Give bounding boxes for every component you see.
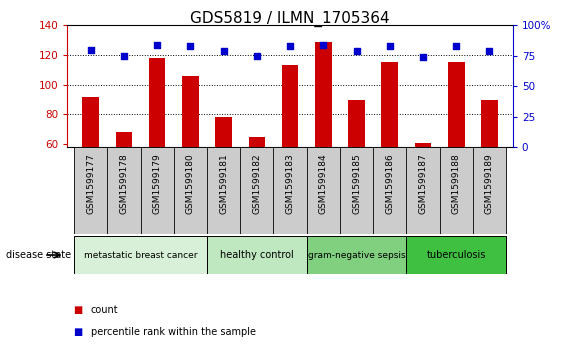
Point <box>186 43 195 49</box>
Text: count: count <box>91 305 118 315</box>
Point <box>285 43 295 49</box>
Bar <box>149 58 165 147</box>
Text: GSM1599178: GSM1599178 <box>120 153 128 214</box>
Text: GSM1599186: GSM1599186 <box>385 153 394 214</box>
Point <box>219 48 229 54</box>
Text: GDS5819 / ILMN_1705364: GDS5819 / ILMN_1705364 <box>190 11 390 27</box>
Bar <box>448 62 465 147</box>
Text: healthy control: healthy control <box>220 250 294 260</box>
Bar <box>282 65 298 147</box>
Text: GSM1599185: GSM1599185 <box>352 153 361 214</box>
Text: GSM1599187: GSM1599187 <box>418 153 428 214</box>
Text: GSM1599177: GSM1599177 <box>86 153 95 214</box>
Text: GSM1599179: GSM1599179 <box>152 153 162 214</box>
Text: percentile rank within the sample: percentile rank within the sample <box>91 327 256 337</box>
Point <box>86 47 96 53</box>
Bar <box>248 136 265 147</box>
Bar <box>315 42 332 147</box>
Text: GSM1599184: GSM1599184 <box>319 153 328 214</box>
Bar <box>348 99 365 147</box>
Text: ■: ■ <box>73 305 83 315</box>
Bar <box>182 76 199 147</box>
Text: ■: ■ <box>73 327 83 337</box>
Text: gram-negative sepsis: gram-negative sepsis <box>308 250 406 260</box>
Point <box>485 48 494 54</box>
Point <box>418 54 428 60</box>
Point <box>152 42 162 48</box>
Bar <box>115 132 132 147</box>
Bar <box>306 236 407 274</box>
Text: GSM1599182: GSM1599182 <box>253 153 261 214</box>
Text: GSM1599181: GSM1599181 <box>219 153 228 214</box>
Point <box>119 53 128 59</box>
Text: tuberculosis: tuberculosis <box>427 250 486 260</box>
Bar <box>83 97 99 147</box>
Bar <box>215 117 232 147</box>
Bar <box>381 62 398 147</box>
Bar <box>407 236 506 274</box>
Bar <box>207 236 306 274</box>
Text: GSM1599183: GSM1599183 <box>285 153 295 214</box>
Point <box>352 48 361 54</box>
Bar <box>74 236 207 274</box>
Point <box>252 53 261 59</box>
Text: GSM1599188: GSM1599188 <box>452 153 461 214</box>
Text: GSM1599180: GSM1599180 <box>186 153 195 214</box>
Text: disease state: disease state <box>6 250 71 260</box>
Point <box>319 42 328 48</box>
Point <box>385 43 394 49</box>
Text: GSM1599189: GSM1599189 <box>485 153 494 214</box>
Point <box>452 43 461 49</box>
Bar <box>481 99 498 147</box>
Text: metastatic breast cancer: metastatic breast cancer <box>84 250 197 260</box>
Bar <box>415 143 431 147</box>
